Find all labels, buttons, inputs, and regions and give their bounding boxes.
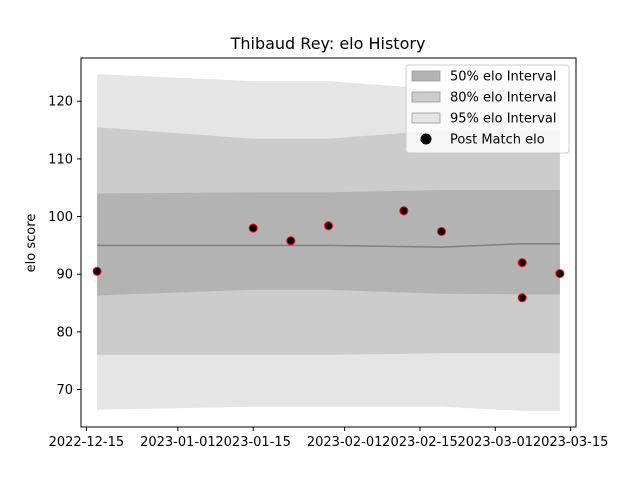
legend-swatch-95 xyxy=(411,112,441,124)
legend: 50% elo Interval 80% elo Interval 95% elo … xyxy=(405,64,570,154)
plot-area-frame xyxy=(80,57,577,428)
x-tick-label: 2023-01-01 xyxy=(140,435,216,450)
mean-elo-line xyxy=(97,242,560,248)
post-match-points xyxy=(92,206,565,303)
y-tick-label: 80 xyxy=(56,325,73,340)
legend-swatch-50 xyxy=(411,70,441,82)
y-axis: 70 80 90 100 110 120 xyxy=(48,95,81,398)
x-axis: 2022-12-15 2023-01-01 2023-01-15 2023-02-01… xyxy=(49,427,609,450)
y-tick-label: 110 xyxy=(48,152,73,167)
legend-label: Post Match elo xyxy=(450,133,545,148)
data-point xyxy=(92,266,102,276)
x-tick-label: 2022-12-15 xyxy=(49,435,125,450)
legend-label: 95% elo Interval xyxy=(450,112,557,127)
legend-box xyxy=(405,64,570,154)
data-point xyxy=(517,293,527,303)
x-tick-label: 2023-03-15 xyxy=(533,435,609,450)
legend-label: 80% elo Interval xyxy=(450,91,557,106)
data-point xyxy=(248,223,258,233)
legend-swatch-80 xyxy=(411,91,441,103)
x-tick-label: 2023-03-01 xyxy=(458,435,534,450)
y-tick-label: 90 xyxy=(56,268,73,283)
y-tick-label: 120 xyxy=(48,95,73,110)
data-point xyxy=(286,236,296,246)
x-tick-label: 2023-01-15 xyxy=(215,435,291,450)
legend-marker-points xyxy=(420,133,432,145)
data-point xyxy=(555,269,565,279)
interval-bands xyxy=(97,74,560,411)
y-axis-label: elo score xyxy=(24,214,39,273)
chart-title: Thibaud Rey: elo History xyxy=(230,34,426,53)
mean-line xyxy=(97,242,560,248)
x-tick-label: 2023-02-15 xyxy=(382,435,458,450)
data-point xyxy=(399,206,409,216)
data-point xyxy=(517,258,527,268)
data-point xyxy=(324,221,333,231)
y-tick-label: 100 xyxy=(48,210,73,225)
band-50-interval xyxy=(97,190,560,296)
data-point xyxy=(437,227,446,236)
x-tick-label: 2023-02-01 xyxy=(307,435,383,450)
legend-label: 50% elo Interval xyxy=(450,70,557,85)
y-tick-label: 70 xyxy=(56,383,73,398)
